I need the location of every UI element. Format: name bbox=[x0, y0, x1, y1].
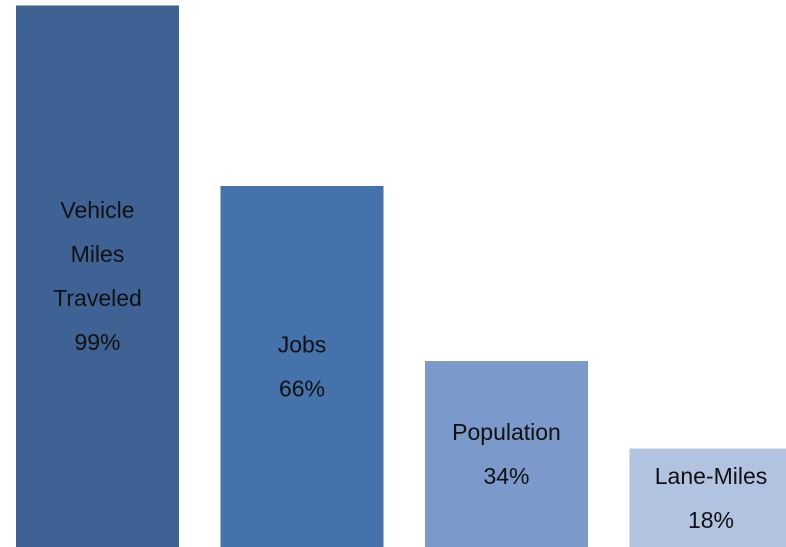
data-label-line: Lane-Miles bbox=[655, 463, 768, 489]
bar-vehicle-miles-traveled bbox=[16, 5, 179, 547]
data-label-vehicle-miles-traveled: Vehicle Miles Traveled 99% bbox=[53, 197, 142, 355]
data-label-lane-miles: Lane-Miles 18% bbox=[655, 463, 768, 533]
data-label-line: Vehicle bbox=[60, 197, 134, 223]
data-label-line: Population bbox=[452, 419, 561, 445]
data-label-line: 66% bbox=[279, 375, 325, 401]
bar-lane-miles bbox=[629, 448, 786, 547]
data-label-jobs: Jobs 66% bbox=[278, 331, 327, 401]
data-label-line: 34% bbox=[483, 463, 529, 489]
bar-jobs bbox=[220, 185, 384, 547]
data-label-line: Miles bbox=[71, 241, 125, 267]
data-labels-group: Vehicle Miles Traveled 99% Jobs 66% Population… bbox=[53, 197, 767, 533]
bar-population bbox=[425, 361, 588, 547]
data-label-line: 18% bbox=[688, 507, 734, 533]
data-label-population: Population 34% bbox=[452, 419, 561, 489]
data-label-line: 99% bbox=[74, 329, 120, 355]
bars-group bbox=[16, 5, 786, 547]
data-label-line: Traveled bbox=[53, 285, 142, 311]
data-label-line: Jobs bbox=[278, 331, 327, 357]
